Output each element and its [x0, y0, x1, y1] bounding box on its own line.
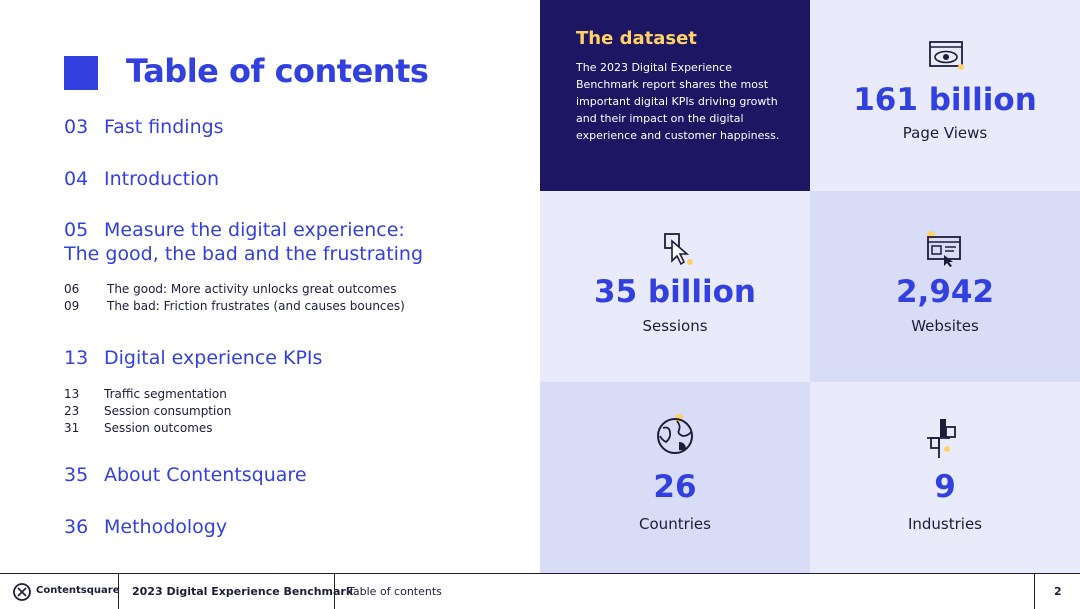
section-name: Table of contents	[348, 585, 442, 598]
toc-item-kpis[interactable]: 13 Digital experience KPIs	[64, 346, 322, 370]
stat-card-websites: 2,942 Websites	[810, 191, 1080, 382]
contentsquare-logo-icon	[13, 583, 31, 601]
toc-page-number: 13	[64, 347, 89, 369]
toc-page-number: 03	[64, 116, 89, 138]
toc-label: Methodology	[104, 516, 228, 538]
toc-label: The bad: Friction frustrates (and causes…	[107, 299, 405, 313]
toc-item-measure[interactable]: 05 Measure the digital experience: The go…	[64, 218, 423, 266]
dataset-title: The dataset	[576, 28, 697, 49]
stat-label: Countries	[639, 515, 711, 533]
toc-subitem[interactable]: 06 The good: More activity unlocks great …	[64, 281, 396, 299]
stat-value: 2,942	[895, 274, 995, 310]
stat-label: Page Views	[902, 124, 988, 142]
page-title: Table of contents	[126, 52, 429, 90]
page-number: 2	[1054, 585, 1062, 598]
toc-label: Traffic segmentation	[104, 387, 227, 401]
toc-item-about[interactable]: 35 About Contentsquare	[64, 463, 307, 487]
title-square-decoration	[64, 56, 98, 90]
footer-divider	[118, 574, 119, 609]
stat-card-industries: 9 Industries	[810, 382, 1080, 573]
website-icon	[927, 231, 961, 267]
dataset-stats-grid: The dataset The 2023 Digital Experience …	[540, 0, 1080, 573]
stat-card-countries: 26 Countries	[540, 382, 810, 573]
toc-page-number: 35	[64, 464, 89, 486]
brand-name: Contentsquare	[36, 585, 120, 596]
cursor-click-icon	[664, 233, 693, 266]
toc-label: The good: More activity unlocks great ou…	[107, 282, 397, 296]
toc-label: About Contentsquare	[104, 464, 307, 486]
toc-page-number: 23	[64, 404, 80, 418]
toc-page-number: 06	[64, 282, 80, 296]
toc-item-introduction[interactable]: 04 Introduction	[64, 167, 219, 191]
toc-label: Fast findings	[104, 116, 224, 138]
toc-label: Measure the digital experience:	[104, 219, 405, 241]
toc-subitem[interactable]: 09 The bad: Friction frustrates (and caus…	[64, 298, 405, 316]
footer-divider	[1034, 574, 1035, 609]
toc-page-number: 09	[64, 299, 80, 313]
toc-subitem[interactable]: 31 Session outcomes	[64, 420, 213, 438]
toc-page-number: 05	[64, 219, 89, 241]
dataset-description: The 2023 Digital Experience Benchmark re…	[576, 61, 780, 142]
eye-icon	[929, 41, 964, 70]
toc-page-number: 04	[64, 168, 89, 190]
dataset-card: The dataset The 2023 Digital Experience …	[540, 0, 810, 191]
page-footer: Contentsquare 2023 Digital Experience Be…	[0, 573, 1080, 609]
report-title: 2023 Digital Experience Benchmark	[132, 585, 354, 598]
stat-value: 9	[934, 469, 956, 505]
stat-value: 35 billion	[594, 274, 756, 310]
globe-icon	[657, 414, 693, 454]
toc-label: Digital experience KPIs	[104, 347, 323, 369]
toc-page-number: 36	[64, 516, 89, 538]
toc-item-fast-findings[interactable]: 03 Fast findings	[64, 115, 224, 139]
toc-label: Introduction	[104, 168, 220, 190]
toc-item-methodology[interactable]: 36 Methodology	[64, 515, 227, 539]
toc-label: Session consumption	[104, 404, 232, 418]
stat-value: 26	[653, 469, 697, 505]
toc-page-number: 13	[64, 387, 80, 401]
toc-subitem[interactable]: 23 Session consumption	[64, 403, 231, 421]
stat-label: Sessions	[642, 317, 708, 335]
toc-subitem[interactable]: 13 Traffic segmentation	[64, 386, 227, 404]
stat-value: 161 billion	[853, 82, 1037, 118]
industry-icon	[927, 419, 956, 458]
stat-label: Industries	[907, 515, 983, 533]
stat-card-page-views: 161 billion Page Views	[810, 0, 1080, 191]
table-of-contents: Table of contents 03 Fast findings 04 Intr…	[0, 0, 540, 573]
toc-label-line2: The good, the bad and the frustrating	[64, 243, 424, 265]
footer-divider	[334, 574, 335, 609]
toc-page-number: 31	[64, 421, 80, 435]
stat-label: Websites	[911, 317, 979, 335]
toc-label: Session outcomes	[104, 421, 213, 435]
stat-card-sessions: 35 billion Sessions	[540, 191, 810, 382]
